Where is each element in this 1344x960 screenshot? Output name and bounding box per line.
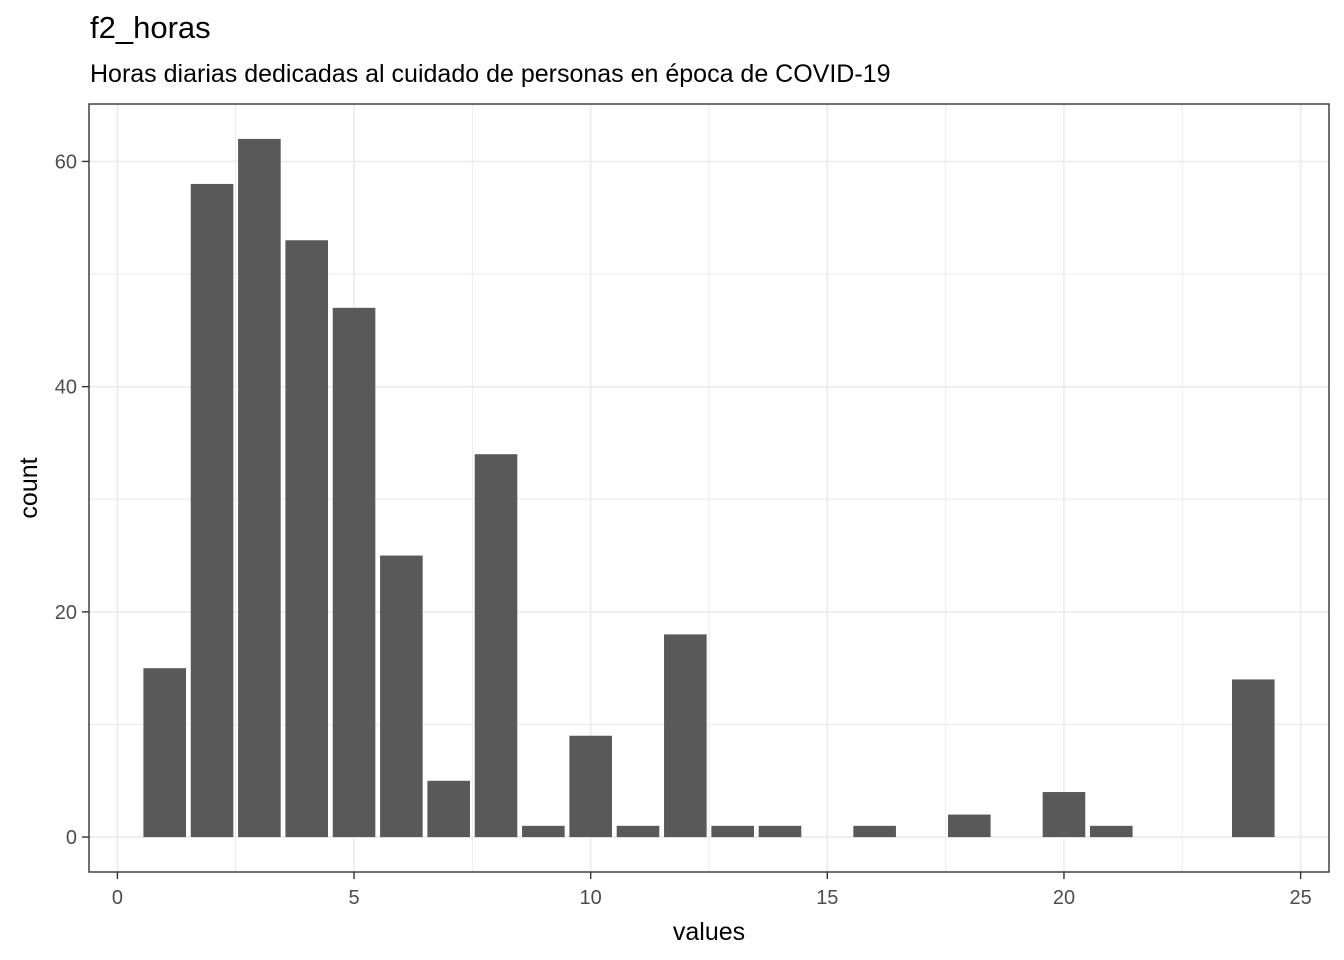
bar	[948, 814, 991, 838]
bar	[190, 183, 234, 838]
y-tick-label: 60	[55, 151, 77, 173]
y-axis-ticks: 0 20 40 60	[55, 151, 89, 849]
bar	[1231, 679, 1275, 838]
bar	[758, 825, 802, 838]
x-axis-title: values	[673, 918, 745, 946]
bar	[1042, 792, 1086, 838]
bar	[380, 555, 423, 838]
bar	[522, 825, 565, 838]
x-tick-label: 0	[112, 887, 123, 909]
bar	[711, 825, 754, 838]
bar	[332, 307, 376, 838]
x-tick-label: 10	[580, 887, 602, 909]
x-tick-label: 25	[1289, 887, 1311, 909]
panel-border	[88, 103, 1330, 873]
y-axis-title: count	[15, 457, 43, 518]
x-tick-label: 20	[1053, 887, 1075, 909]
chart-subtitle: Horas diarias dedicadas al cuidado de pe…	[90, 60, 891, 88]
y-tick-label: 20	[55, 602, 77, 624]
bar	[143, 668, 187, 838]
x-tick-label: 15	[816, 887, 838, 909]
bar	[427, 780, 470, 838]
bar	[1089, 825, 1133, 838]
bars	[143, 138, 1275, 838]
bar	[664, 634, 707, 838]
bar	[569, 735, 612, 838]
x-tick-label: 5	[348, 887, 359, 909]
chart-title: f2_horas	[90, 10, 211, 45]
bar	[285, 240, 329, 838]
y-tick-label: 0	[66, 827, 77, 849]
bar	[238, 138, 281, 838]
y-tick-label: 40	[55, 377, 77, 399]
x-axis-ticks: 0 5 10 15 20 25	[112, 872, 1312, 909]
bar	[616, 825, 660, 838]
bar	[853, 825, 896, 838]
bar	[474, 454, 518, 838]
